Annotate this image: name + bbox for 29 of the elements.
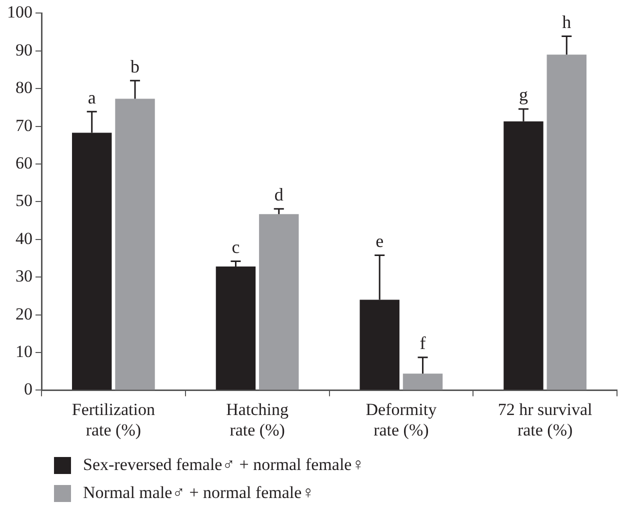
annotation: e xyxy=(376,230,384,251)
legend-label: Sex-reversed female♂ + normal female♀ xyxy=(83,455,364,475)
annotation: b xyxy=(130,56,140,76)
annotation: f xyxy=(420,333,426,354)
annotation: d xyxy=(274,184,284,205)
y-tick-label: 80 xyxy=(16,78,32,98)
y-tick-label: 70 xyxy=(16,116,32,135)
bar xyxy=(259,214,299,390)
y-tick-label: 30 xyxy=(16,266,32,286)
bar xyxy=(402,374,443,390)
x-tick-label: Hatching rate (%) xyxy=(226,400,289,440)
legend-label: Normal male♂ + normal female♀ xyxy=(83,483,314,503)
y-tick-label: 0 xyxy=(24,380,32,399)
x-tick-label: 72 hr survival rate (%) xyxy=(498,400,593,440)
annotation: a xyxy=(88,87,96,108)
x-tick-label: Fertilization rate (%) xyxy=(72,400,156,440)
y-tick-label: 100 xyxy=(7,2,32,22)
bar xyxy=(115,98,155,390)
y-tick-label: 90 xyxy=(16,40,32,60)
bar xyxy=(546,54,586,390)
annotation: g xyxy=(518,84,528,105)
y-tick-label: 20 xyxy=(16,304,32,324)
y-tick-label: 60 xyxy=(16,153,32,172)
y-tick-label: 40 xyxy=(16,228,32,248)
annotation: c xyxy=(232,237,240,257)
x-tick-label: Deformity rate (%) xyxy=(366,400,438,440)
y-tick-label: 50 xyxy=(16,191,32,210)
y-tick-label: 10 xyxy=(16,342,32,361)
annotation: h xyxy=(562,12,572,32)
